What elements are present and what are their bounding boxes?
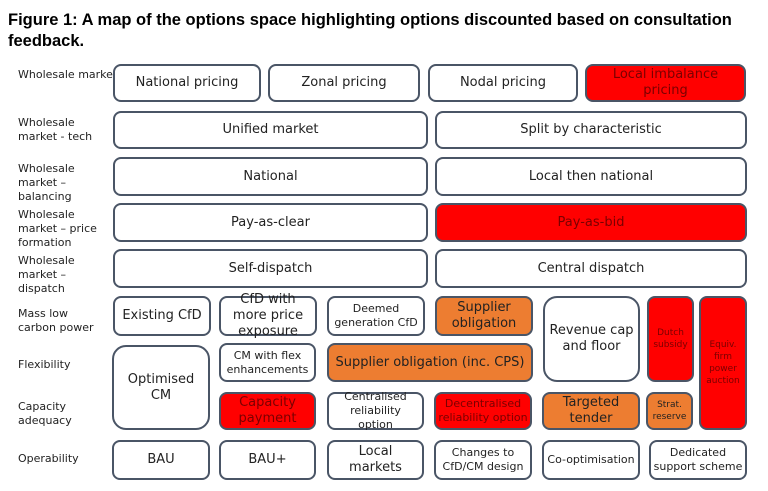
option-deemed-generation-cfd: Deemed generation CfD — [327, 296, 425, 336]
figure-title: Figure 1: A map of the options space hig… — [8, 11, 732, 50]
option-equiv-firm-power-auction: Equiv. firm power auction — [699, 296, 747, 430]
option-cm-with-flex: CM with flex enhancements — [219, 343, 316, 382]
option-supplier-obligation: Supplier obligation — [435, 296, 533, 336]
option-pay-as-bid: Pay-as-bid — [435, 203, 747, 242]
option-targeted-tender: Targeted tender — [542, 392, 640, 430]
option-cfd-more-price-exposure: CfD with more price exposure — [219, 292, 317, 339]
option-national: National — [113, 157, 428, 196]
row-label: Mass low carbon power — [18, 307, 94, 334]
option-strat-reserve: Strat. reserve — [646, 392, 693, 430]
option-existing-cfd: Existing CfD — [113, 296, 211, 336]
option-changes-cfd-cm: Changes to CfD/CM design — [434, 440, 532, 480]
row-label: Wholesale market – dispatch — [18, 254, 75, 295]
option-dedicated-support: Dedicated support scheme — [649, 440, 747, 480]
option-dutch-subsidy: Dutch subsidy — [647, 296, 694, 382]
row-label: Operability — [18, 452, 79, 465]
option-decentralised-reliability: Decentralised reliability option — [434, 392, 532, 430]
option-self-dispatch: Self-dispatch — [113, 249, 428, 288]
option-unified-market: Unified market — [113, 111, 428, 149]
row-label: Wholesale market – price formation — [18, 208, 97, 249]
option-bau: BAU — [112, 440, 210, 480]
option-bau-plus: BAU+ — [219, 440, 316, 480]
row-label: Flexibility — [18, 358, 71, 371]
option-capacity-payment: Capacity payment — [219, 392, 316, 430]
option-centralised-reliability: Centralised reliability option — [327, 390, 424, 431]
row-label: Wholesale market - tech — [18, 116, 93, 143]
option-nodal-pricing: Nodal pricing — [428, 64, 578, 102]
option-split-by-characteristic: Split by characteristic — [435, 111, 747, 149]
option-central-dispatch: Central dispatch — [435, 249, 747, 288]
option-local-markets: Local markets — [327, 440, 424, 480]
option-co-optimisation: Co-optimisation — [542, 440, 640, 480]
option-pay-as-clear: Pay-as-clear — [113, 203, 428, 242]
option-optimised-cm: Optimised CM — [112, 345, 210, 430]
option-national-pricing: National pricing — [113, 64, 261, 102]
row-label: Capacity adequacy — [18, 400, 72, 427]
option-revenue-cap-and-floor: Revenue cap and floor — [543, 296, 640, 382]
option-supplier-obligation-cps: Supplier obligation (inc. CPS) — [327, 343, 533, 382]
option-zonal-pricing: Zonal pricing — [268, 64, 420, 102]
option-local-then-national: Local then national — [435, 157, 747, 196]
option-local-imbalance-pricing: Local imbalance pricing — [585, 64, 746, 102]
row-label: Wholesale market – balancing — [18, 162, 75, 203]
